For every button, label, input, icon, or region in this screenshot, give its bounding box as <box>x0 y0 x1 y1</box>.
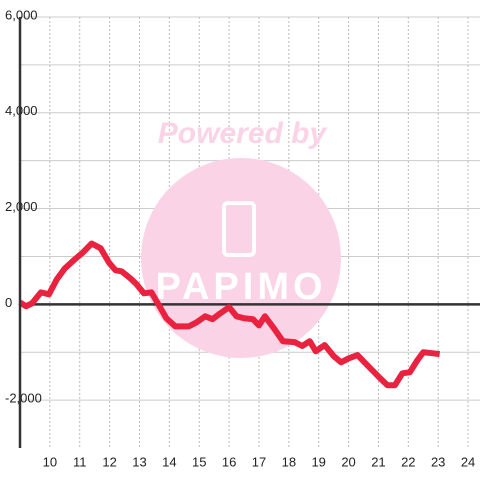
x-tick-label: 24 <box>461 454 475 469</box>
y-tick-label: -2,000 <box>5 391 42 406</box>
watermark-icon <box>222 201 256 257</box>
x-tick-label: 10 <box>43 454 57 469</box>
x-tick-label: 17 <box>252 454 266 469</box>
x-tick-label: 13 <box>132 454 146 469</box>
x-tick-label: 15 <box>192 454 206 469</box>
y-tick-label: 6,000 <box>5 7 38 22</box>
x-tick-label: 23 <box>431 454 445 469</box>
y-tick-label: 0 <box>5 295 12 310</box>
x-tick-label: 22 <box>401 454 415 469</box>
y-tick-label: 4,000 <box>5 103 38 118</box>
x-tick-label: 19 <box>311 454 325 469</box>
watermark-text: Powered by <box>158 117 328 150</box>
x-tick-label: 18 <box>282 454 296 469</box>
watermark: Powered by PAPIMO <box>141 117 341 358</box>
x-tick-label: 11 <box>73 454 87 469</box>
y-tick-label: 2,000 <box>5 199 38 214</box>
x-tick-label: 21 <box>371 454 385 469</box>
data-line <box>18 240 441 389</box>
watermark-circle <box>141 158 341 358</box>
watermark-logo: PAPIMO <box>155 266 326 308</box>
x-tick-label: 16 <box>222 454 236 469</box>
x-tick-label: 20 <box>341 454 355 469</box>
x-tick-label: 14 <box>162 454 176 469</box>
x-tick-label: 12 <box>102 454 116 469</box>
